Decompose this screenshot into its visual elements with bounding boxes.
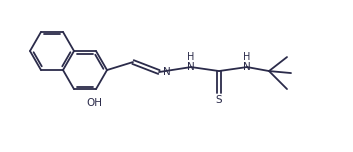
Text: S: S	[216, 95, 222, 105]
Text: OH: OH	[86, 98, 102, 108]
Text: N: N	[187, 62, 195, 72]
Text: H: H	[187, 52, 195, 62]
Text: H: H	[243, 52, 251, 62]
Text: N: N	[243, 62, 251, 72]
Text: N: N	[163, 67, 171, 77]
